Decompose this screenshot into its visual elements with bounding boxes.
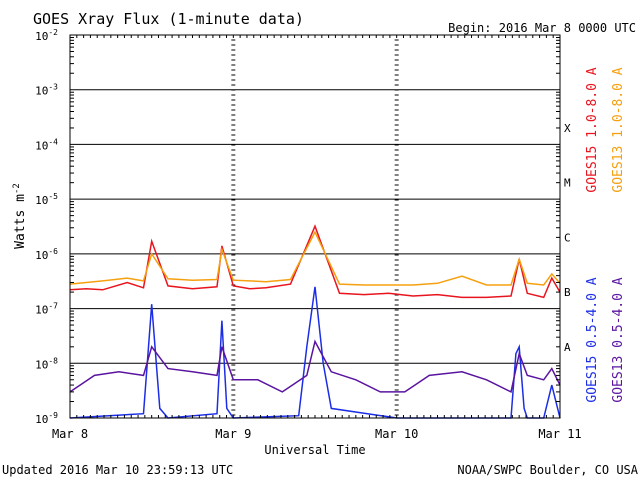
y-tick-label: 10-4 [35, 137, 58, 152]
updated-timestamp: Updated 2016 Mar 10 23:59:13 UTC [2, 463, 233, 477]
y-tick-label: 10-5 [35, 192, 58, 207]
begin-label: Begin: 2016 Mar 8 0000 UTC [448, 21, 636, 35]
y-tick-label: 10-3 [35, 83, 58, 98]
svg-text:Watts m-2: Watts m-2 [12, 183, 28, 249]
y-tick-label: 10-8 [35, 356, 58, 371]
series-line [69, 339, 561, 393]
flare-class-label: B [564, 286, 571, 299]
y-axis-label-text: Watts m [13, 194, 28, 249]
x-tick-label: Mar 8 [52, 427, 88, 441]
flare-class-label: C [564, 231, 571, 244]
legend-entry: GOES15 1.0-8.0 A [585, 67, 600, 192]
flare-class-label: X [564, 122, 571, 135]
chart-title: GOES Xray Flux (1-minute data) [33, 10, 304, 28]
y-tick-label: 10-6 [35, 247, 58, 262]
y-axis-label: Watts m-2 [12, 183, 28, 249]
x-tick-label: Mar 11 [538, 427, 581, 441]
credit-label: NOAA/SWPC Boulder, CO USA [457, 463, 638, 477]
y-tick-label: 10-2 [35, 28, 58, 43]
flare-class-label: M [564, 177, 571, 190]
series-line [69, 230, 561, 286]
x-tick-label: Mar 9 [215, 427, 251, 441]
y-axis-label-sup: -2 [12, 183, 22, 194]
x-axis-label: Universal Time [264, 443, 365, 457]
y-tick-label: 10-7 [35, 302, 58, 317]
flare-class-label: A [564, 341, 571, 354]
legend-entry: GOES15 0.5-4.0 A [585, 277, 600, 402]
x-tick-label: Mar 10 [375, 427, 418, 441]
y-tick-label: 10-9 [35, 411, 58, 426]
legend-entry: GOES13 1.0-8.0 A [611, 67, 626, 192]
legend-entry: GOES13 0.5-4.0 A [611, 277, 626, 402]
series-line [69, 286, 561, 419]
